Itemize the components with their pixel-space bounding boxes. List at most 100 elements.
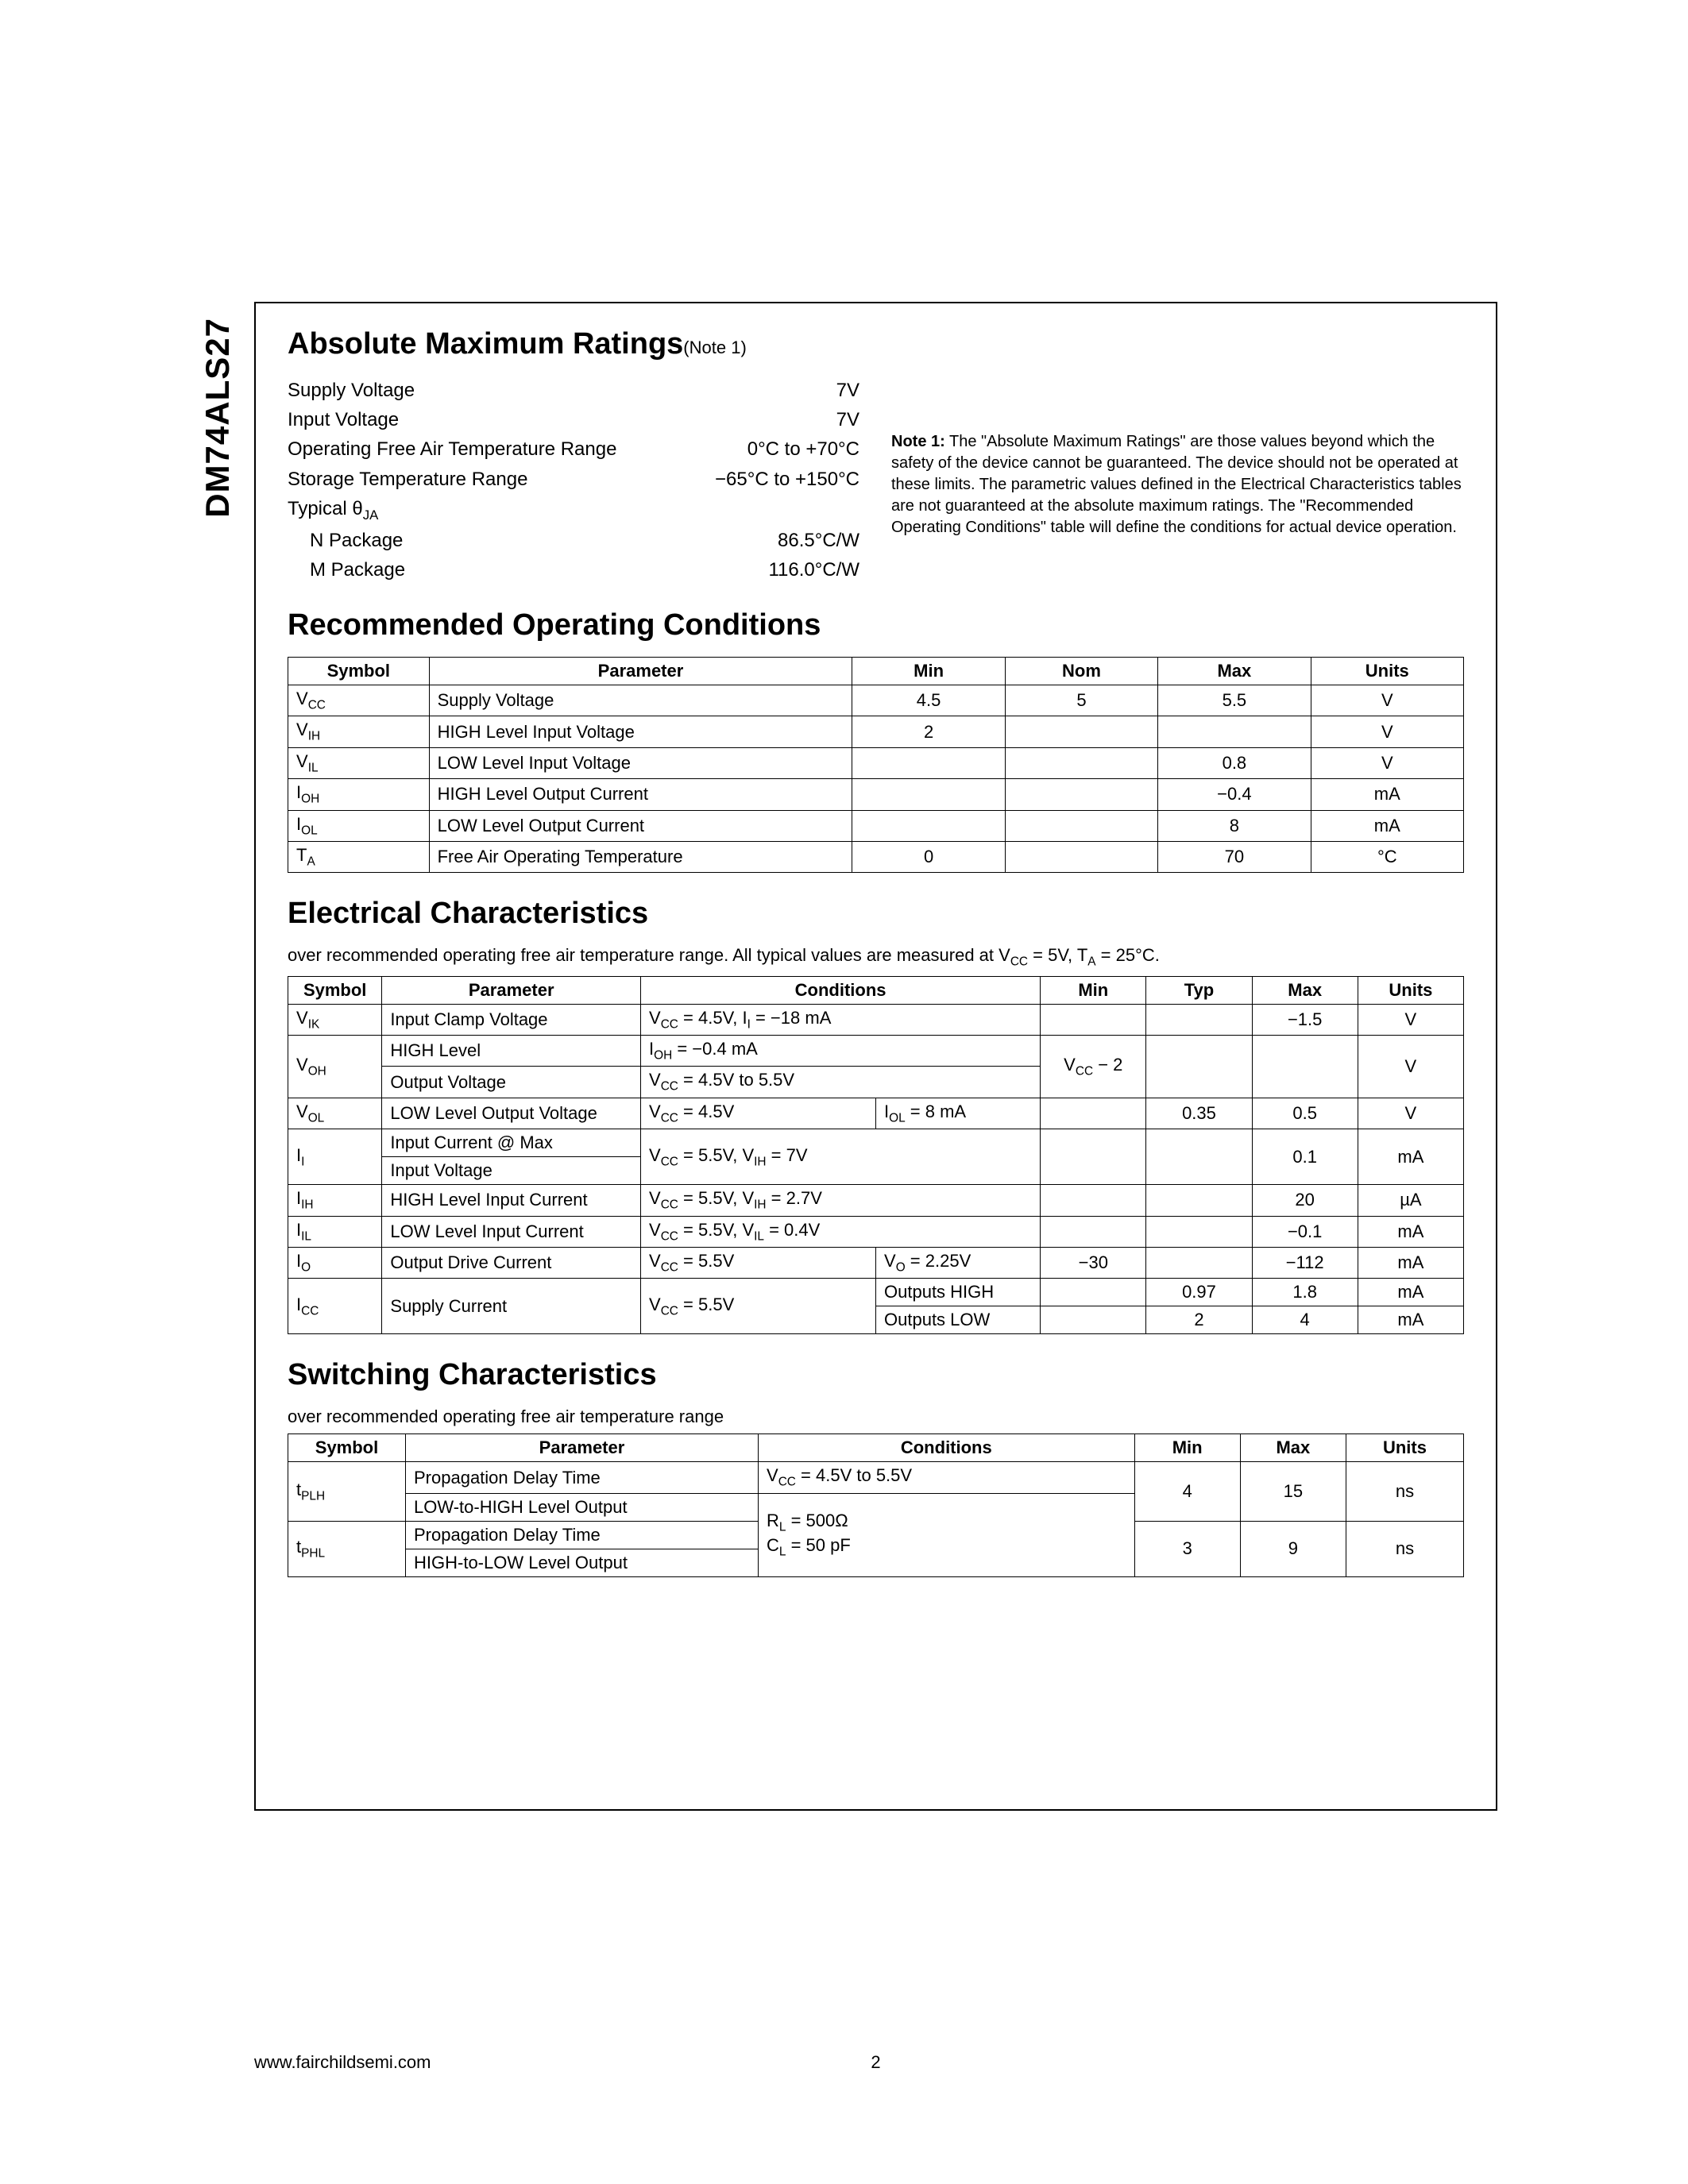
cell: V <box>1311 747 1463 778</box>
abs-max-row: Operating Free Air Temperature Range 0°C … <box>288 434 859 464</box>
roc-header: Min <box>852 657 1005 685</box>
cell: LOW Level Input Voltage <box>429 747 852 778</box>
abs-max-label: Typical θJA <box>288 494 378 526</box>
elec-table: Symbol Parameter Conditions Min Typ Max … <box>288 976 1464 1335</box>
roc-header: Symbol <box>288 657 430 685</box>
cell: Free Air Operating Temperature <box>429 841 852 872</box>
table-row: VOL LOW Level Output Voltage VCC = 4.5V … <box>288 1098 1464 1129</box>
abs-max-row: Typical θJA <box>288 494 859 526</box>
cell <box>1005 779 1157 810</box>
cell <box>1005 747 1157 778</box>
cell: VIH <box>288 716 430 747</box>
table-row: IOHHIGH Level Output Current−0.4mA <box>288 779 1464 810</box>
cell: 4.5 <box>852 685 1005 716</box>
note-label: Note 1: <box>891 433 945 450</box>
elec-title: Electrical Characteristics <box>288 897 1464 931</box>
table-row: tPLH Propagation Delay Time VCC = 4.5V t… <box>288 1462 1464 1493</box>
table-row: TAFree Air Operating Temperature0 70°C <box>288 841 1464 872</box>
abs-max-note: Note 1: The "Absolute Maximum Ratings" a… <box>891 376 1464 538</box>
cell: TA <box>288 841 430 872</box>
sw-title: Switching Characteristics <box>288 1358 1464 1392</box>
elec-h-min: Min <box>1041 976 1146 1004</box>
roc-header: Parameter <box>429 657 852 685</box>
content-frame: Absolute Maximum Ratings(Note 1) Supply … <box>254 302 1497 1811</box>
elec-h-param: Parameter <box>382 976 641 1004</box>
elec-h-symbol: Symbol <box>288 976 382 1004</box>
abs-max-title-text: Absolute Maximum Ratings <box>288 327 683 361</box>
abs-max-title: Absolute Maximum Ratings(Note 1) <box>288 327 1464 361</box>
page-footer: www.fairchildsemi.com 2 <box>254 2052 1497 2073</box>
table-row: VOH HIGH Level IOH = −0.4 mA VCC − 2 V <box>288 1036 1464 1067</box>
table-row: ICC Supply Current VCC = 5.5V Outputs HI… <box>288 1279 1464 1306</box>
abs-max-label: M Package <box>310 555 405 585</box>
abs-max-note-ref: (Note 1) <box>683 338 746 357</box>
cell: °C <box>1311 841 1463 872</box>
cell: 5 <box>1005 685 1157 716</box>
table-row: IO Output Drive Current VCC = 5.5V VO = … <box>288 1248 1464 1279</box>
abs-max-value: 116.0°C/W <box>768 555 859 585</box>
roc-header: Max <box>1158 657 1311 685</box>
abs-max-label: N Package <box>310 526 403 555</box>
sw-table: Symbol Parameter Conditions Min Max Unit… <box>288 1433 1464 1576</box>
table-row: IIH HIGH Level Input Current VCC = 5.5V,… <box>288 1185 1464 1216</box>
table-row: IIL LOW Level Input Current VCC = 5.5V, … <box>288 1216 1464 1247</box>
abs-max-value: −65°C to +150°C <box>715 465 859 494</box>
roc-header: Units <box>1311 657 1463 685</box>
abs-max-value: 0°C to +70°C <box>747 434 859 464</box>
abs-max-row: M Package 116.0°C/W <box>288 555 859 585</box>
abs-max-value: 86.5°C/W <box>778 526 859 555</box>
cell: VCC <box>288 685 430 716</box>
elec-h-units: Units <box>1358 976 1463 1004</box>
abs-max-row: Supply Voltage 7V <box>288 376 859 405</box>
cell: VIL <box>288 747 430 778</box>
cell: V <box>1311 716 1463 747</box>
cell: 0.8 <box>1158 747 1311 778</box>
note-text: The "Absolute Maximum Ratings" are those… <box>891 433 1462 536</box>
cell: HIGH Level Output Current <box>429 779 852 810</box>
roc-header: Nom <box>1005 657 1157 685</box>
cell <box>852 810 1005 841</box>
sw-subtitle: over recommended operating free air temp… <box>288 1406 1464 1427</box>
table-row: VIK Input Clamp Voltage VCC = 4.5V, II =… <box>288 1004 1464 1035</box>
cell <box>852 747 1005 778</box>
cell: 2 <box>852 716 1005 747</box>
cell: 70 <box>1158 841 1311 872</box>
table-row: VCCSupply Voltage4.555.5V <box>288 685 1464 716</box>
cell: LOW Level Output Current <box>429 810 852 841</box>
elec-h-cond: Conditions <box>641 976 1041 1004</box>
table-row: VILLOW Level Input Voltage 0.8V <box>288 747 1464 778</box>
cell: 8 <box>1158 810 1311 841</box>
cell: Supply Voltage <box>429 685 852 716</box>
abs-max-list: Supply Voltage7VInput Voltage7VOperating… <box>288 376 859 585</box>
part-number-label: DM74ALS27 <box>199 318 237 518</box>
cell <box>852 779 1005 810</box>
footer-page-number: 2 <box>871 2052 880 2073</box>
cell <box>1005 841 1157 872</box>
datasheet-page: DM74ALS27 Absolute Maximum Ratings(Note … <box>0 0 1688 2184</box>
abs-max-row: N Package 86.5°C/W <box>288 526 859 555</box>
table-row: II Input Current @ Max VCC = 5.5V, VIH =… <box>288 1129 1464 1157</box>
elec-h-typ: Typ <box>1146 976 1252 1004</box>
elec-h-max: Max <box>1252 976 1358 1004</box>
abs-max-value: 7V <box>836 405 859 434</box>
elec-subtitle: over recommended operating free air temp… <box>288 945 1464 969</box>
sw-h-param: Parameter <box>406 1434 759 1462</box>
abs-max-block: Supply Voltage7VInput Voltage7VOperating… <box>288 376 1464 585</box>
cell: 0 <box>852 841 1005 872</box>
sw-h-min: Min <box>1134 1434 1240 1462</box>
roc-title: Recommended Operating Conditions <box>288 608 1464 642</box>
table-row: IOLLOW Level Output Current8mA <box>288 810 1464 841</box>
cell: mA <box>1311 779 1463 810</box>
table-row: VIHHIGH Level Input Voltage2 V <box>288 716 1464 747</box>
abs-max-label: Storage Temperature Range <box>288 465 527 494</box>
cell: HIGH Level Input Voltage <box>429 716 852 747</box>
footer-url: www.fairchildsemi.com <box>254 2052 431 2073</box>
cell: V <box>1311 685 1463 716</box>
sw-h-symbol: Symbol <box>288 1434 406 1462</box>
cell: 5.5 <box>1158 685 1311 716</box>
cell <box>1158 716 1311 747</box>
abs-max-value: 7V <box>836 376 859 405</box>
abs-max-label: Operating Free Air Temperature Range <box>288 434 616 464</box>
abs-max-label: Supply Voltage <box>288 376 415 405</box>
cell <box>1005 716 1157 747</box>
